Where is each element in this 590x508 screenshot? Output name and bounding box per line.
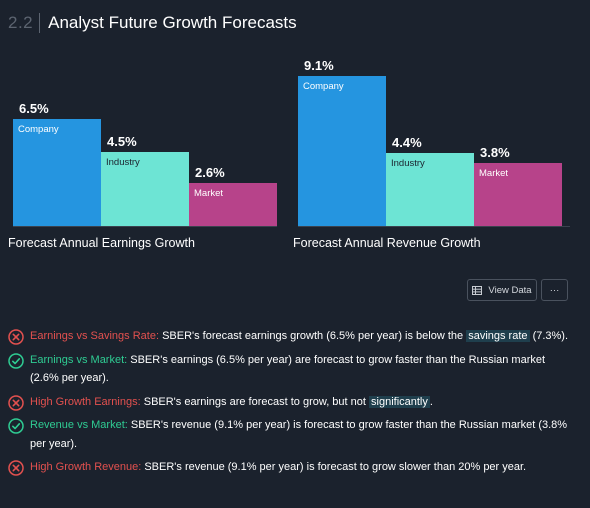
earnings-growth-chart: Company 6.5% Industry 4.5% Market 2.6% Forecas… (0, 40, 285, 255)
bar-company: Company (298, 76, 386, 226)
section-header: 2.2 Analyst Future Growth Forecasts (8, 12, 297, 34)
check-text: SBER's earnings (6.5% per year) are fore… (30, 353, 546, 385)
bar-category-label: Market (194, 188, 224, 199)
check-circle-icon (8, 418, 24, 434)
section-number: 2.2 (8, 13, 34, 32)
check-text: SBER's revenue (9.1% per year) is foreca… (141, 461, 527, 473)
check-item: Earnings vs Savings Rate: SBER's forecas… (8, 327, 573, 346)
check-label: High Growth Revenue: (30, 461, 142, 473)
bar-value-label: 6.5% (19, 101, 49, 116)
bar-value-label: 4.4% (392, 135, 422, 150)
check-item: High Growth Revenue: SBER's revenue (9.1… (8, 458, 573, 477)
view-data-button[interactable]: View Data (467, 279, 537, 301)
check-text-end: . (429, 395, 433, 408)
check-label: High Growth Earnings: (30, 395, 141, 408)
bar-value-label: 2.6% (195, 165, 225, 180)
bar-category-label: Market (479, 168, 509, 179)
chart-baseline (298, 226, 570, 227)
chart-actions: View Data ··· (0, 279, 590, 303)
check-item: High Growth Earnings: SBER's earnings ar… (8, 393, 573, 412)
x-circle-icon (8, 460, 24, 476)
check-label: Earnings vs Savings Rate: (30, 330, 160, 342)
bar-category-label: Industry (106, 157, 140, 168)
bar-company: Company (13, 119, 101, 226)
chart-title: Forecast Annual Earnings Growth (8, 236, 195, 250)
growth-charts: Company 6.5% Industry 4.5% Market 2.6% Forecas… (0, 40, 590, 255)
header-divider (39, 13, 41, 33)
glossary-link[interactable]: savings rate (466, 330, 530, 342)
view-data-label: View Data (488, 284, 532, 296)
growth-checks-list: Earnings vs Savings Rate: SBER's forecas… (8, 327, 573, 482)
bar-value-label: 3.8% (480, 145, 510, 160)
check-text: SBER's earnings are forecast to grow, bu… (140, 395, 370, 408)
check-text: SBER's forecast earnings growth (6.5% pe… (159, 330, 467, 342)
check-label: Earnings vs Market: (30, 353, 128, 366)
bar-market: Market (189, 183, 277, 226)
more-options-button[interactable]: ··· (541, 279, 568, 301)
check-text-end: (7.3%). (529, 330, 569, 342)
bar-industry: Industry (386, 153, 474, 226)
bar-industry: Industry (101, 152, 189, 226)
glossary-link[interactable]: significantly (369, 395, 430, 408)
bar-market: Market (474, 163, 562, 226)
chart-title: Forecast Annual Revenue Growth (293, 236, 481, 250)
check-text: SBER's revenue (9.1% per year) is foreca… (30, 419, 568, 450)
check-item: Revenue vs Market: SBER's revenue (9.1% … (8, 416, 573, 453)
x-circle-icon (8, 394, 24, 411)
bar-value-label: 4.5% (107, 134, 137, 149)
check-item: Earnings vs Market: SBER's earnings (6.5… (8, 351, 573, 388)
bar-category-label: Company (18, 124, 59, 135)
revenue-growth-chart: Company 9.1% Industry 4.4% Market 3.8% Forecas… (285, 40, 590, 255)
section-title: Analyst Future Growth Forecasts (48, 13, 297, 32)
check-label: Revenue vs Market: (30, 419, 128, 431)
chart-baseline (13, 226, 277, 227)
table-icon (472, 285, 483, 295)
check-circle-icon (8, 352, 24, 369)
x-circle-icon (8, 329, 24, 345)
bar-category-label: Industry (391, 158, 425, 169)
bar-category-label: Company (303, 81, 344, 92)
bar-value-label: 9.1% (304, 58, 334, 73)
